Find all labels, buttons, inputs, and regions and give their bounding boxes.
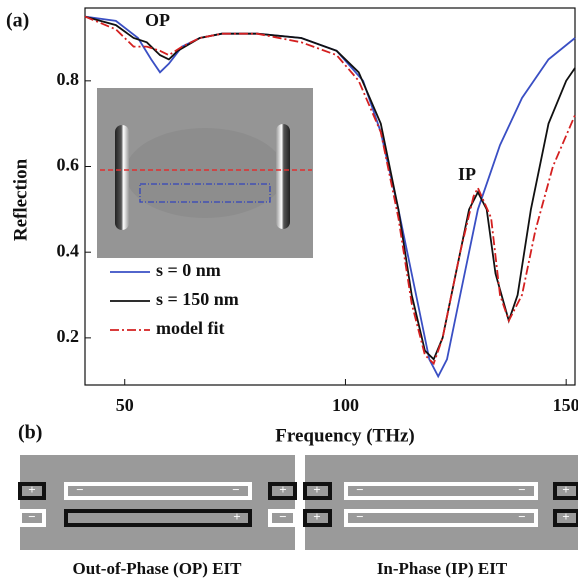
y-tick-label: 0.6: [57, 155, 80, 175]
polarity-sign: +: [279, 482, 286, 497]
series-line: [84, 15, 576, 366]
polarity-sign: +: [562, 482, 569, 497]
x-tick-label: 100: [332, 395, 359, 415]
schematic-box: [20, 455, 295, 550]
polarity-sign: +: [313, 509, 320, 524]
polarity-sign: −: [279, 509, 286, 524]
polarity-sign: −: [518, 482, 525, 497]
y-tick-label: 0.4: [57, 240, 80, 260]
legend-label: model fit: [156, 318, 224, 338]
schematic-box: [305, 455, 578, 550]
annotation: OP: [145, 10, 170, 30]
polarity-sign: −: [232, 482, 239, 497]
polarity-sign: −: [518, 509, 525, 524]
polarity-sign: −: [28, 509, 35, 524]
inset-image: [97, 88, 313, 258]
polarity-sign: +: [313, 482, 320, 497]
panel-label: (b): [18, 422, 42, 444]
polarity-sign: +: [562, 509, 569, 524]
polarity-sign: −: [356, 482, 363, 497]
legend-label: s = 0 nm: [156, 260, 221, 280]
polarity-sign: −: [76, 482, 83, 497]
panel-label: (a): [6, 10, 29, 32]
plot-frame: [84, 7, 576, 386]
y-axis-label: Reflection: [10, 158, 31, 241]
x-tick-label: 150: [553, 395, 578, 415]
caption: In-Phase (IP) EIT: [377, 559, 508, 578]
y-tick-label: 0.2: [57, 326, 80, 346]
y-tick-label: 0.8: [57, 69, 80, 89]
x-axis-label: Frequency (THz): [275, 425, 415, 446]
polarity-sign: −: [356, 509, 363, 524]
polarity-sign: +: [233, 509, 240, 524]
legend-label: s = 150 nm: [156, 289, 239, 309]
polarity-sign: +: [28, 482, 35, 497]
x-tick-label: 50: [116, 395, 134, 415]
caption: Out-of-Phase (OP) EIT: [72, 559, 242, 578]
schematic-bars: [18, 482, 578, 527]
annotation: IP: [458, 164, 476, 184]
